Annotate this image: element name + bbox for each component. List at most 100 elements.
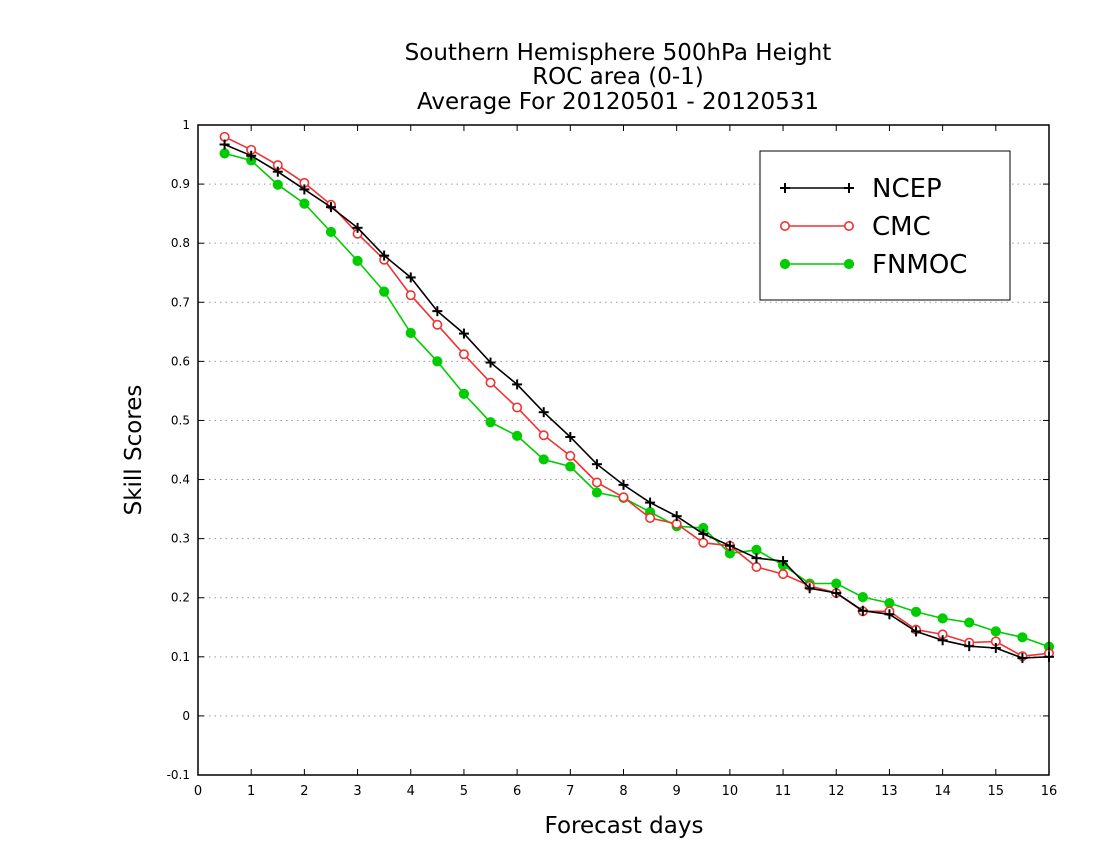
fnmoc-point: [857, 592, 868, 603]
chart-title-line-2: ROC area (0-1): [532, 64, 704, 90]
y-tick-label: 0.9: [171, 177, 190, 191]
legend-marker-cmc: [843, 221, 854, 232]
chart-title-line-3: Average For 20120501 - 20120531: [417, 89, 819, 115]
cmc-point: [565, 450, 576, 461]
fnmoc-point: [299, 198, 310, 209]
legend-label-fnmoc: FNMOC: [872, 250, 967, 280]
ncep-point: [379, 250, 390, 261]
legend-label-cmc: CMC: [872, 212, 931, 242]
y-tick-label: 0.4: [171, 473, 190, 487]
ncep-point: [432, 306, 443, 317]
x-tick-label: 6: [513, 784, 521, 799]
cmc-point: [698, 537, 709, 548]
y-tick-label: 0.6: [171, 354, 190, 368]
y-tick-label: 0.8: [171, 236, 190, 250]
legend-marker-fnmoc: [779, 258, 791, 270]
series-line-ncep: [224, 143, 1050, 659]
x-axis-label: Forecast days: [545, 813, 704, 839]
ncep-point: [857, 605, 868, 616]
y-tick-label: 0.7: [171, 295, 190, 309]
fnmoc-point: [1017, 632, 1028, 643]
cmc-point: [432, 319, 443, 330]
ncep-point: [884, 609, 895, 620]
ncep-point: [512, 379, 523, 390]
fnmoc-point: [485, 417, 496, 428]
x-tick-label: 9: [673, 784, 681, 799]
cmc-point: [458, 349, 469, 360]
plot-frame: [197, 124, 1050, 776]
legend-label-ncep: NCEP: [872, 174, 942, 204]
x-tick-label: 15: [988, 784, 1005, 799]
fnmoc-point: [990, 626, 1001, 637]
axis-ticks: -0.100.10.20.30.40.50.60.70.80.910 1 2 3 4 5 6…: [167, 118, 1058, 799]
ncep-point: [485, 357, 496, 368]
ncep-point: [352, 222, 363, 233]
fnmoc-point: [432, 356, 443, 367]
series-ncep: [219, 139, 1054, 663]
x-tick-label: 13: [881, 784, 898, 799]
ncep-point: [964, 641, 975, 652]
fnmoc-point: [937, 613, 948, 624]
ncep-point: [831, 588, 842, 598]
cmc-point: [591, 477, 602, 488]
legend-item-cmc: CMC: [779, 212, 931, 242]
cmc-point: [618, 492, 629, 503]
ncep-point: [751, 553, 762, 564]
cmc-point: [405, 290, 416, 301]
ncep-point: [272, 166, 283, 177]
fnmoc-point: [910, 606, 922, 618]
ncep-point: [538, 407, 549, 418]
ncep-point: [645, 497, 656, 508]
fnmoc-point: [565, 461, 576, 472]
legend-marker-ncep: [780, 183, 790, 193]
cmc-point: [778, 569, 789, 580]
legend-item-ncep: NCEP: [780, 174, 942, 204]
y-tick-label: 0.1: [171, 650, 190, 664]
ncep-point: [565, 432, 576, 442]
y-tick-label: 0.3: [171, 532, 190, 546]
fnmoc-point: [884, 597, 895, 609]
x-tick-label: 4: [407, 784, 415, 799]
y-tick-label: 0: [182, 709, 190, 723]
fnmoc-point: [405, 327, 416, 339]
series-layer: [219, 131, 1055, 663]
x-tick-label: 11: [775, 784, 792, 799]
fnmoc-point: [591, 487, 603, 498]
ncep-point: [405, 272, 416, 283]
cmc-point: [751, 561, 762, 572]
x-tick-label: 12: [828, 784, 845, 799]
fnmoc-point: [538, 454, 549, 465]
legend-marker-cmc: [779, 221, 790, 232]
fnmoc-point: [831, 578, 842, 589]
ncep-point: [219, 139, 230, 150]
y-axis-label: Skill Scores: [121, 385, 147, 516]
y-tick-label: 0.5: [171, 413, 190, 427]
cmc-point: [538, 430, 549, 441]
series-line-cmc: [224, 136, 1050, 658]
ncep-point: [299, 184, 310, 195]
x-tick-label: 14: [934, 784, 951, 799]
x-tick-label: 2: [300, 784, 308, 799]
cmc-point: [512, 402, 523, 413]
ncep-point: [804, 583, 815, 594]
ncep-point: [724, 540, 735, 551]
ncep-point: [246, 150, 257, 161]
legend-marker-ncep: [844, 183, 854, 193]
ncep-point: [911, 626, 922, 637]
fnmoc-point: [272, 179, 283, 190]
ncep-point: [990, 642, 1001, 653]
cmc-point: [645, 512, 656, 523]
fnmoc-point: [379, 286, 390, 297]
legend-item-fnmoc: FNMOC: [779, 250, 967, 280]
ncep-point: [618, 479, 629, 490]
cmc-point: [485, 377, 496, 388]
fnmoc-point: [512, 430, 523, 441]
ncep-point: [458, 328, 469, 339]
legend-marker-fnmoc: [843, 258, 855, 270]
ncep-point: [1017, 653, 1028, 663]
x-tick-label: 16: [1041, 784, 1058, 799]
ncep-point: [698, 528, 709, 539]
x-tick-label: 0: [194, 784, 202, 799]
x-tick-label: 3: [353, 784, 361, 799]
